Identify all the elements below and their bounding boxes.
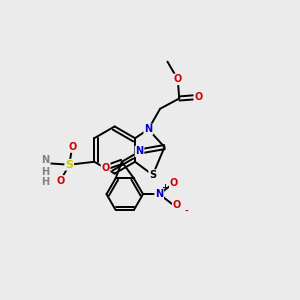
Text: H: H	[42, 176, 50, 187]
Text: +: +	[162, 183, 169, 192]
Text: O: O	[174, 74, 182, 84]
Text: S: S	[149, 170, 156, 180]
Text: H: H	[42, 167, 50, 177]
Text: N: N	[135, 146, 143, 157]
Text: O: O	[194, 92, 202, 102]
Text: O: O	[173, 200, 181, 210]
Text: O: O	[68, 142, 76, 152]
Text: N: N	[155, 189, 163, 199]
Text: O: O	[56, 176, 64, 186]
Text: N: N	[144, 124, 152, 134]
Text: O: O	[101, 163, 110, 173]
Text: S: S	[65, 160, 73, 170]
Text: -: -	[184, 207, 188, 216]
Text: N: N	[42, 155, 50, 165]
Text: O: O	[170, 178, 178, 188]
